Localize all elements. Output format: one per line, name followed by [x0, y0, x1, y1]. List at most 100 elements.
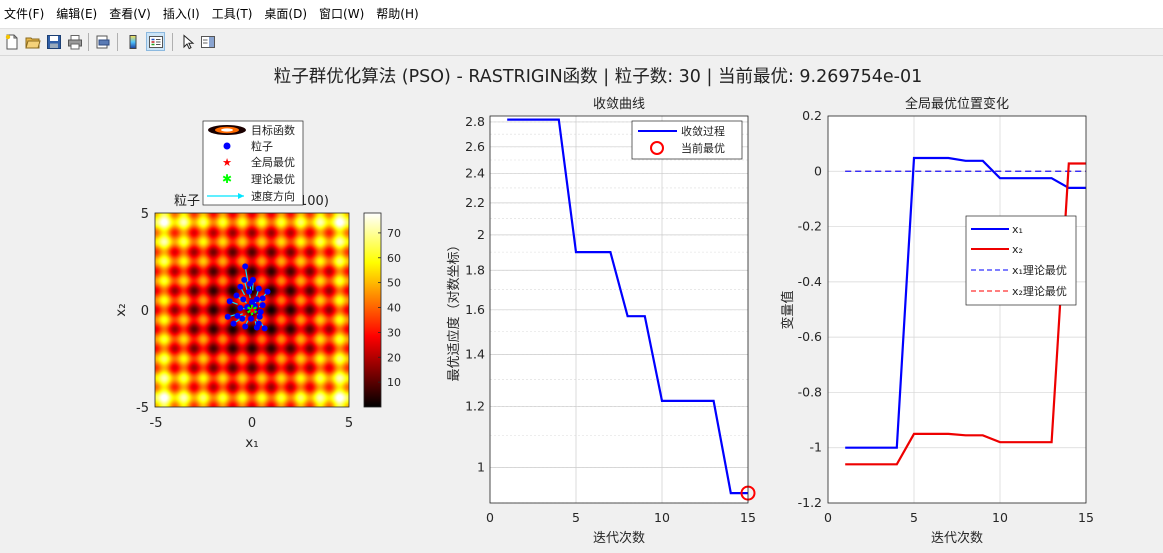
- y-tick-label: 0: [814, 163, 822, 178]
- new-file-icon[interactable]: [2, 32, 21, 51]
- y-tick-label: 1.4: [465, 347, 485, 362]
- legend-entry-global-best: ★ 全局最优: [222, 155, 295, 169]
- menu-desktop[interactable]: 桌面(D): [264, 7, 308, 21]
- legend-particle-marker: [223, 142, 231, 150]
- y-tick-label: 1.2: [465, 398, 485, 413]
- y-tick-label: -0.2: [798, 219, 822, 234]
- x-tick-label: 10: [654, 510, 670, 525]
- y-tick-label: 2.8: [465, 114, 485, 129]
- convergence-line: [507, 118, 748, 495]
- x-tick-label: 15: [1078, 510, 1094, 525]
- position-legend: x₁ x₂ x₁理论最优 x₂理论最优: [965, 215, 1077, 306]
- position-axes-box: [827, 115, 1087, 504]
- position-title: 全局最优位置变化: [905, 96, 1009, 112]
- convergence-legend: 收敛过程 当前最优: [631, 120, 743, 160]
- legend-label: x₁理论最优: [1012, 263, 1067, 277]
- position-ticks: 0.20-0.2-0.4-0.6-0.8-1-1.20 5 10 15: [798, 108, 1094, 525]
- x-tick-label: -5: [150, 416, 163, 431]
- menu-help[interactable]: 帮助(H): [376, 7, 419, 21]
- menu-view[interactable]: 查看(V): [109, 7, 151, 21]
- particle-marker: [246, 288, 253, 295]
- property-panel-icon[interactable]: [198, 32, 217, 51]
- particle-marker: [250, 307, 257, 314]
- particle-marker: [241, 276, 248, 283]
- legend-entry-objective: 目标函数: [208, 123, 295, 137]
- convergence-ticks: 1 1.2 1.4 1.6 1.8 2 2.2 2.4 2.6 2.8 0 5 10 15: [465, 114, 756, 525]
- legend-entry-theoretical-best: ✱ 理论最优: [222, 172, 295, 186]
- menu-bar: 文件(F) 编辑(E) 查看(V) 插入(I) 工具(T) 桌面(D) 窗口(W…: [0, 0, 1163, 28]
- legend-label: 粒子: [251, 139, 273, 153]
- y-tick-label: 5: [141, 207, 149, 222]
- particle-marker: [233, 292, 240, 299]
- heatmap-subplot: ✱★ -5 0 5 5 0 -5 x₁ x₂ 粒子 100) 102030405…: [113, 120, 401, 451]
- save-icon[interactable]: [44, 32, 63, 51]
- series-line: [845, 162, 1086, 466]
- series-line: [845, 156, 1086, 449]
- print-preview-icon[interactable]: [93, 32, 112, 51]
- particle-marker: [264, 288, 271, 295]
- particle-marker: [247, 280, 254, 287]
- particle-marker: [244, 304, 251, 311]
- y-tick-label: 0.2: [802, 108, 822, 123]
- particle-marker: [257, 308, 264, 315]
- legend-objective-swatch: [221, 128, 233, 132]
- y-tick-label: 1: [477, 460, 485, 475]
- menu-edit[interactable]: 编辑(E): [56, 7, 98, 21]
- legend-current-best-marker: [650, 141, 664, 155]
- toolbar: [0, 28, 1163, 56]
- convergence-title: 收敛曲线: [593, 96, 645, 112]
- arrow-cursor-icon[interactable]: [178, 32, 197, 51]
- x-tick-label: 5: [910, 510, 918, 525]
- particle-marker: [249, 299, 255, 306]
- heatmap-title-end: 100): [299, 194, 329, 209]
- figure-canvas: 粒子群优化算法 (PSO) - RASTRIGIN函数 | 粒子数: 30 | …: [113, 67, 1094, 546]
- particle-marker: [237, 283, 244, 290]
- colorbar-tick-label: 40: [387, 302, 401, 315]
- x-tick-label: 5: [345, 416, 353, 431]
- y-tick-label: 2.6: [465, 139, 485, 154]
- legend-box: [965, 215, 1077, 306]
- particle-marker: [259, 302, 266, 309]
- legend-box: [631, 120, 743, 160]
- open-folder-icon[interactable]: [23, 32, 42, 51]
- particle-marker: [226, 298, 233, 305]
- particle-marker: [261, 325, 268, 332]
- legend-label: x₂: [1012, 243, 1023, 256]
- position-x-label: 迭代次数: [931, 530, 983, 546]
- toggle-legend-icon[interactable]: [146, 32, 165, 51]
- y-tick-label: -1: [810, 440, 822, 455]
- legend-entry-particle: 粒子: [223, 139, 273, 153]
- particle-marker: [256, 313, 263, 320]
- menu-tools[interactable]: 工具(T): [211, 7, 253, 21]
- theoretical-best-marker: ✱: [246, 303, 258, 319]
- menu-window[interactable]: 窗口(W): [319, 7, 365, 21]
- particle-marker: [237, 305, 244, 312]
- y-tick-label: 1.6: [465, 302, 485, 317]
- convergence-y-label: 最优适应度（对数坐标）: [446, 238, 462, 381]
- colorbar-tick-label: 70: [387, 227, 401, 240]
- menu-insert[interactable]: 插入(I): [162, 7, 200, 21]
- legend-label: 速度方向: [251, 189, 295, 203]
- position-axes-bg: [828, 116, 1086, 503]
- heatmap-x-ticks: -5 0 5: [150, 416, 354, 431]
- y-tick-label: 1.8: [465, 262, 485, 277]
- y-tick-label: -0.8: [798, 384, 822, 399]
- particle-marker: [253, 296, 260, 303]
- position-subplot: 0.20-0.2-0.4-0.6-0.8-1-1.20 5 10 15 全局最优位置变…: [780, 96, 1094, 546]
- particle-layer: ✱★: [224, 263, 271, 332]
- menu-file[interactable]: 文件(F): [4, 7, 45, 21]
- convergence-axes-box: [489, 115, 749, 504]
- y-tick-label: -0.4: [798, 274, 822, 289]
- legend-entry-velocity: 速度方向: [207, 189, 295, 203]
- heatmap-y-ticks: 5 0 -5: [136, 207, 149, 416]
- print-icon[interactable]: [65, 32, 84, 51]
- convergence-subplot: 1 1.2 1.4 1.6 1.8 2 2.2 2.4 2.6 2.8 0 5 10 15 收敛曲线 迭代…: [446, 96, 756, 546]
- colorbar-tick-label: 30: [387, 326, 401, 339]
- particle-marker: [242, 323, 249, 330]
- particle-marker: [255, 285, 262, 292]
- toggle-colorbar-icon[interactable]: [123, 32, 142, 51]
- legend-label: x₁: [1012, 223, 1023, 236]
- particle-marker: [259, 295, 266, 302]
- x-tick-label: 10: [992, 510, 1008, 525]
- legend-label: 当前最优: [681, 141, 725, 155]
